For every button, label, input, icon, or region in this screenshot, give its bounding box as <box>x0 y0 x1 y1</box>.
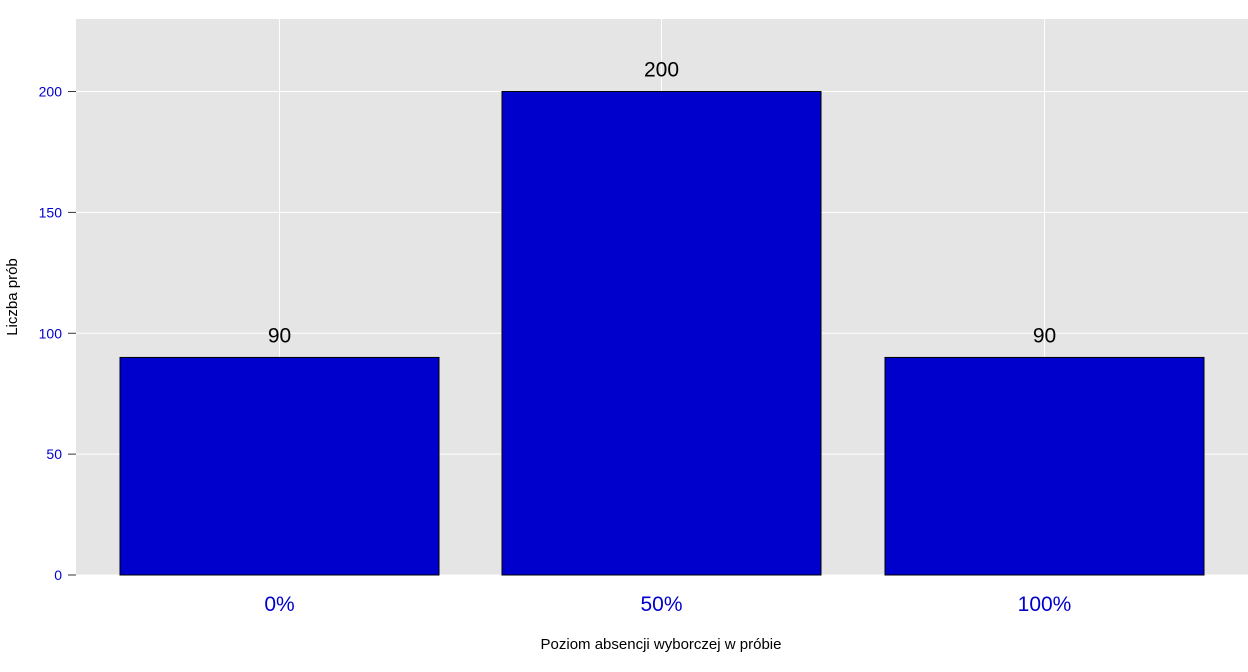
x-axis: 0% 50% 100% <box>264 593 1071 616</box>
bar-0pct <box>119 356 440 576</box>
bar-50pct <box>501 91 822 576</box>
bar-value-label: 90 <box>268 324 291 347</box>
bars: 90 200 90 <box>119 59 1205 576</box>
y-tick-label: 150 <box>39 204 63 220</box>
x-tick-label: 100% <box>1018 593 1072 616</box>
y-tick-label: 0 <box>54 567 62 583</box>
x-tick-label: 50% <box>640 593 682 616</box>
y-tick-label: 50 <box>46 446 62 462</box>
bar-value-label: 200 <box>644 59 679 82</box>
x-axis-title: Poziom absencji wyborczej w próbie <box>541 636 782 653</box>
bar-value-label: 90 <box>1033 324 1056 347</box>
y-tick-label: 200 <box>39 84 63 100</box>
y-axis: 0 50 100 150 200 <box>39 84 76 583</box>
x-tick-label: 0% <box>264 593 294 616</box>
y-tick-label: 100 <box>39 325 63 341</box>
y-axis-title: Liczba prób <box>4 258 21 336</box>
bar-100pct <box>884 356 1205 576</box>
